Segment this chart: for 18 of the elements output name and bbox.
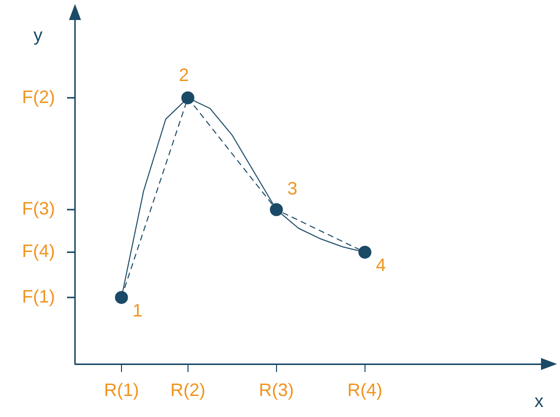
point [114, 290, 128, 304]
point [358, 246, 372, 259]
x-axis-title: x [534, 390, 544, 411]
annotation: 2 [178, 64, 189, 85]
annotation: 1 [132, 300, 142, 320]
x-tick-label: R(1) [104, 380, 139, 400]
annotation: 4 [376, 255, 386, 276]
text: F(1) [22, 286, 55, 306]
point [270, 203, 283, 216]
text: F(2) [22, 86, 55, 107]
x-tick-label: R(4) [347, 380, 382, 400]
y-axis-title: y [34, 24, 42, 45]
x-tick-label: R(2) [170, 380, 206, 400]
x-tick-label: R(3) [258, 380, 294, 400]
text: F(4) [22, 241, 55, 262]
point [181, 91, 194, 104]
text: F(3) [22, 198, 55, 219]
annotation: 3 [287, 178, 298, 199]
